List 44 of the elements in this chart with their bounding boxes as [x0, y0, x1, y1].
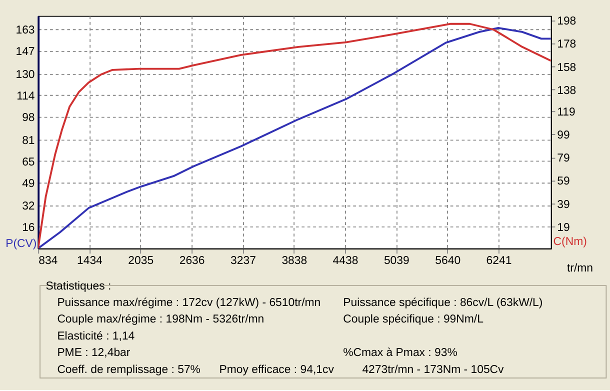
- x-tick-label: 2035: [128, 255, 154, 268]
- y2-tick-label: 19: [557, 222, 570, 234]
- text: Coeff. de remplissage : 57%: [57, 364, 200, 376]
- y-tick-label: 130: [16, 68, 35, 81]
- x-tick-label: 4438: [332, 255, 358, 268]
- x-tick-label: 834: [38, 255, 58, 268]
- y2-tick-label: 198: [557, 16, 576, 28]
- y2-tick-label: 79: [557, 152, 570, 165]
- x-tick-label: 3237: [230, 255, 256, 268]
- y2-tick-label: 39: [557, 198, 570, 211]
- y-tick-label: 65: [22, 156, 35, 168]
- y2-axis-title: C(Nm): [553, 236, 588, 248]
- text: Couple max/régime : 198Nm - 5326tr/mn: [57, 314, 264, 326]
- text: 4273tr/mn - 173Nm - 105Cv: [362, 364, 504, 376]
- y-tick-label: 163: [16, 24, 35, 37]
- y-tick-label: 81: [22, 134, 35, 147]
- y-tick-label: 32: [22, 200, 35, 213]
- y-axis-title: P(CV): [6, 238, 37, 250]
- text: Elasticité : 1,14: [57, 330, 136, 342]
- y2-tick-label: 59: [557, 176, 570, 188]
- text: Couple spécifique : 99Nm/L: [343, 314, 484, 326]
- y2-tick-label: 99: [557, 130, 570, 142]
- x-tick-label: 3838: [282, 255, 308, 268]
- y2-tick-label: 138: [557, 84, 576, 97]
- x-axis-title: tr/mn: [566, 262, 593, 275]
- x-tick-label: 6241: [486, 255, 512, 268]
- x-tick-label: 1434: [76, 255, 104, 268]
- y2-tick-label: 119: [557, 106, 576, 119]
- y-tick-label: 16: [22, 222, 35, 234]
- y-tick-label: 147: [16, 46, 35, 58]
- x-tick-label: 5039: [384, 255, 410, 268]
- text: PME : 12,4bar: [57, 347, 130, 360]
- text: Pmoy efficace : 94,1cv: [219, 364, 334, 376]
- text: Statistiques :: [46, 280, 112, 292]
- text: Puissance spécifique : 86cv/L (63kW/L): [343, 297, 543, 310]
- y2-tick-label: 178: [557, 38, 576, 51]
- text: Puissance max/régime : 172cv (127kW) - 6510tr/mn: [57, 297, 321, 310]
- y-tick-label: 49: [22, 178, 35, 190]
- x-tick-label: 5640: [435, 255, 461, 268]
- y-tick-label: 114: [16, 90, 36, 102]
- x-tick-label: 2636: [179, 255, 205, 268]
- text: %Cmax à Pmax : 93%: [343, 347, 458, 360]
- y-tick-label: 98: [22, 112, 35, 124]
- y2-tick-label: 158: [557, 62, 576, 74]
